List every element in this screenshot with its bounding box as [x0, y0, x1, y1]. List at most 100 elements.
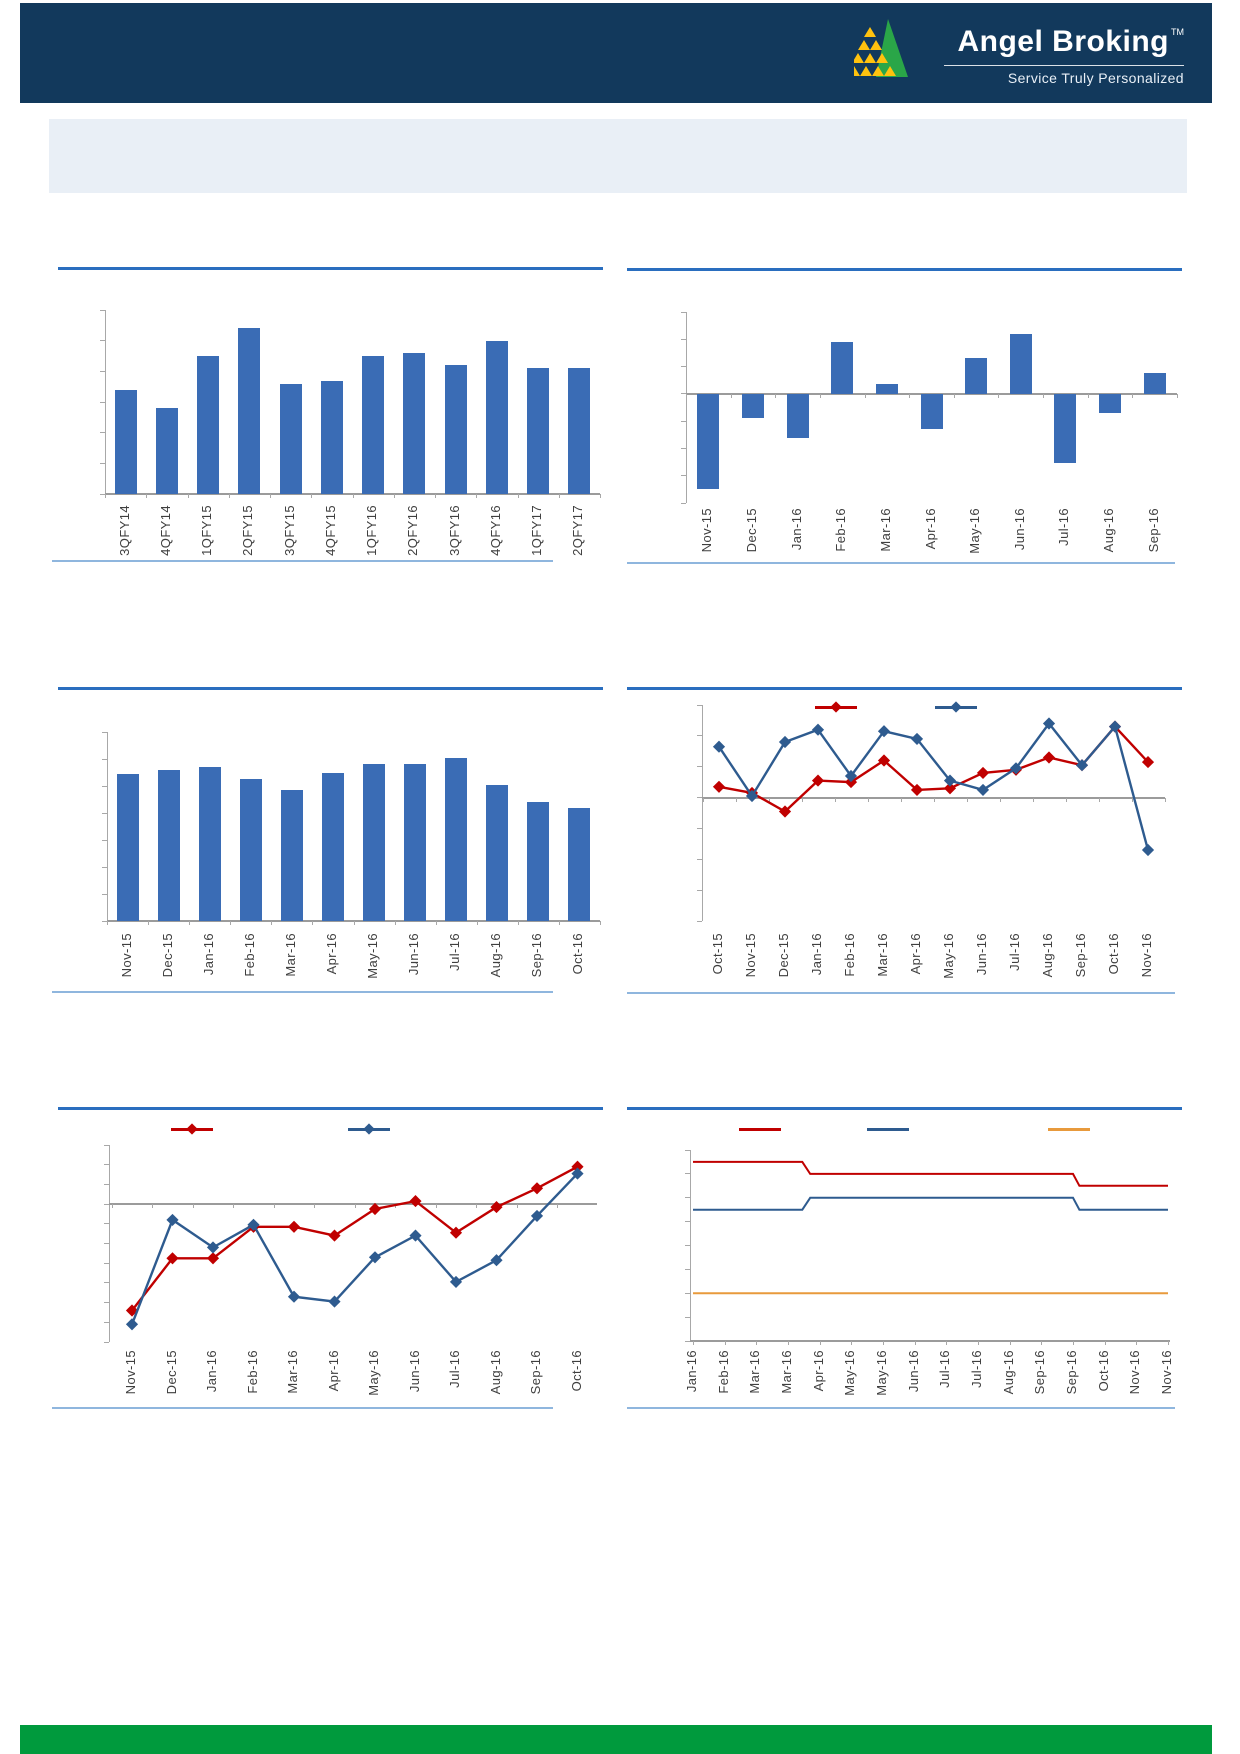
footer-bar — [20, 1725, 1212, 1754]
data-point-marker — [811, 774, 825, 787]
x-axis-label: Jul-16 — [1007, 933, 1022, 971]
y-axis-tick — [104, 1144, 109, 1146]
x-axis-tick — [788, 1341, 789, 1345]
line-series-2 — [693, 1196, 1168, 1211]
x-axis-tick — [724, 1341, 726, 1345]
chart-bottom-rule — [52, 560, 553, 562]
y-axis-tick — [104, 1183, 109, 1185]
x-axis-label: May-16 — [365, 933, 381, 979]
x-axis-tick — [1164, 797, 1166, 802]
bar — [198, 767, 221, 921]
x-axis-tick — [946, 1341, 948, 1345]
x-axis-label: Dec-15 — [159, 933, 175, 978]
y-axis-tick — [685, 1149, 690, 1151]
y-axis-tick — [104, 1341, 109, 1343]
x-axis-label: May-16 — [842, 1350, 858, 1396]
x-axis-label: Sep-16 — [528, 1350, 543, 1395]
x-axis-tick — [517, 921, 519, 925]
x-axis-label: Sep-16 — [1064, 1350, 1080, 1395]
x-axis-tick — [152, 1204, 154, 1209]
x-axis-tick — [395, 1204, 397, 1209]
x-axis-label: Aug-16 — [1101, 508, 1117, 553]
x-axis-label: Nov-16 — [1159, 1350, 1175, 1395]
x-axis-tick — [1132, 393, 1134, 398]
x-axis-label: Oct-16 — [570, 933, 586, 975]
x-axis-label: Apr-16 — [325, 1350, 341, 1392]
y-axis-tick — [104, 1302, 109, 1304]
y-axis-tick — [100, 309, 105, 311]
x-axis — [109, 1203, 597, 1206]
data-point-marker — [247, 1220, 260, 1233]
x-axis-label: Jul-16 — [969, 1350, 985, 1388]
data-point-marker — [449, 1275, 463, 1288]
x-axis-label: Dec-15 — [743, 508, 759, 553]
x-axis-tick — [600, 921, 601, 925]
x-axis-tick — [1073, 1341, 1075, 1345]
bar — [568, 368, 591, 494]
data-point-marker — [976, 783, 990, 796]
x-axis-tick — [600, 494, 601, 498]
x-axis-label: Sep-16 — [1073, 933, 1088, 978]
x-axis-label: Apr-16 — [810, 1350, 826, 1392]
x-axis-tick — [189, 921, 191, 925]
y-axis-tick — [104, 1321, 109, 1323]
line-series-1 — [693, 1160, 1168, 1187]
y-axis-tick — [685, 1197, 690, 1199]
bar — [444, 365, 467, 494]
chart-title-rule — [58, 1107, 603, 1110]
bar — [697, 393, 720, 490]
x-axis-tick — [558, 494, 560, 498]
x-axis-tick — [686, 393, 687, 398]
x-axis-label: Jan-16 — [200, 933, 216, 976]
bar — [238, 328, 261, 494]
x-axis-label: 3QFY14 — [116, 505, 132, 556]
x-axis-tick — [476, 1204, 478, 1209]
legend-marker-icon — [830, 701, 842, 713]
bar — [445, 757, 468, 921]
data-point-marker — [1042, 717, 1056, 730]
x-axis-tick — [435, 1204, 437, 1209]
x-axis-tick — [953, 393, 955, 398]
x-axis-tick — [1098, 797, 1100, 802]
x-axis-tick — [1009, 1341, 1011, 1345]
data-point-marker — [1141, 843, 1155, 857]
bar — [197, 356, 220, 494]
bar — [527, 368, 550, 494]
x-axis-label: Dec-15 — [163, 1350, 179, 1395]
x-axis-label: Feb-16 — [715, 1350, 731, 1394]
y-axis-tick — [685, 1245, 690, 1246]
x-axis-label: May-16 — [874, 1350, 890, 1396]
data-point-marker — [206, 1241, 220, 1254]
legend-line — [867, 1128, 909, 1131]
y-axis-tick — [102, 866, 107, 868]
x-axis-tick — [273, 1204, 275, 1209]
data-point-marker — [712, 780, 726, 793]
data-point-marker — [877, 725, 891, 738]
data-point-marker — [125, 1318, 139, 1331]
chart-bottom-rule — [627, 1407, 1175, 1409]
x-axis-tick — [1087, 393, 1089, 398]
x-axis-tick — [1041, 1341, 1043, 1345]
x-axis-label: Mar-16 — [285, 1350, 300, 1394]
data-point-marker — [571, 1160, 584, 1173]
x-axis-label: Nov-15 — [699, 508, 715, 553]
data-point-marker — [943, 782, 957, 795]
bar — [485, 340, 508, 494]
bar — [362, 356, 385, 494]
x-axis-label: 1QFY15 — [199, 505, 215, 556]
bar — [320, 380, 343, 494]
x-axis-label: Oct-16 — [1095, 1350, 1111, 1392]
legend-marker-icon — [950, 701, 962, 713]
x-axis-tick — [1136, 1341, 1138, 1345]
y-axis-tick — [681, 311, 686, 313]
x-axis-tick — [702, 797, 704, 802]
x-axis-label: Aug-16 — [487, 1350, 503, 1395]
brand-wordmark: Angel Broking — [957, 25, 1169, 58]
bar — [116, 773, 139, 921]
bar — [875, 384, 898, 394]
y-axis — [686, 312, 687, 503]
data-point-marker — [166, 1213, 179, 1226]
x-axis-tick — [851, 1341, 853, 1345]
